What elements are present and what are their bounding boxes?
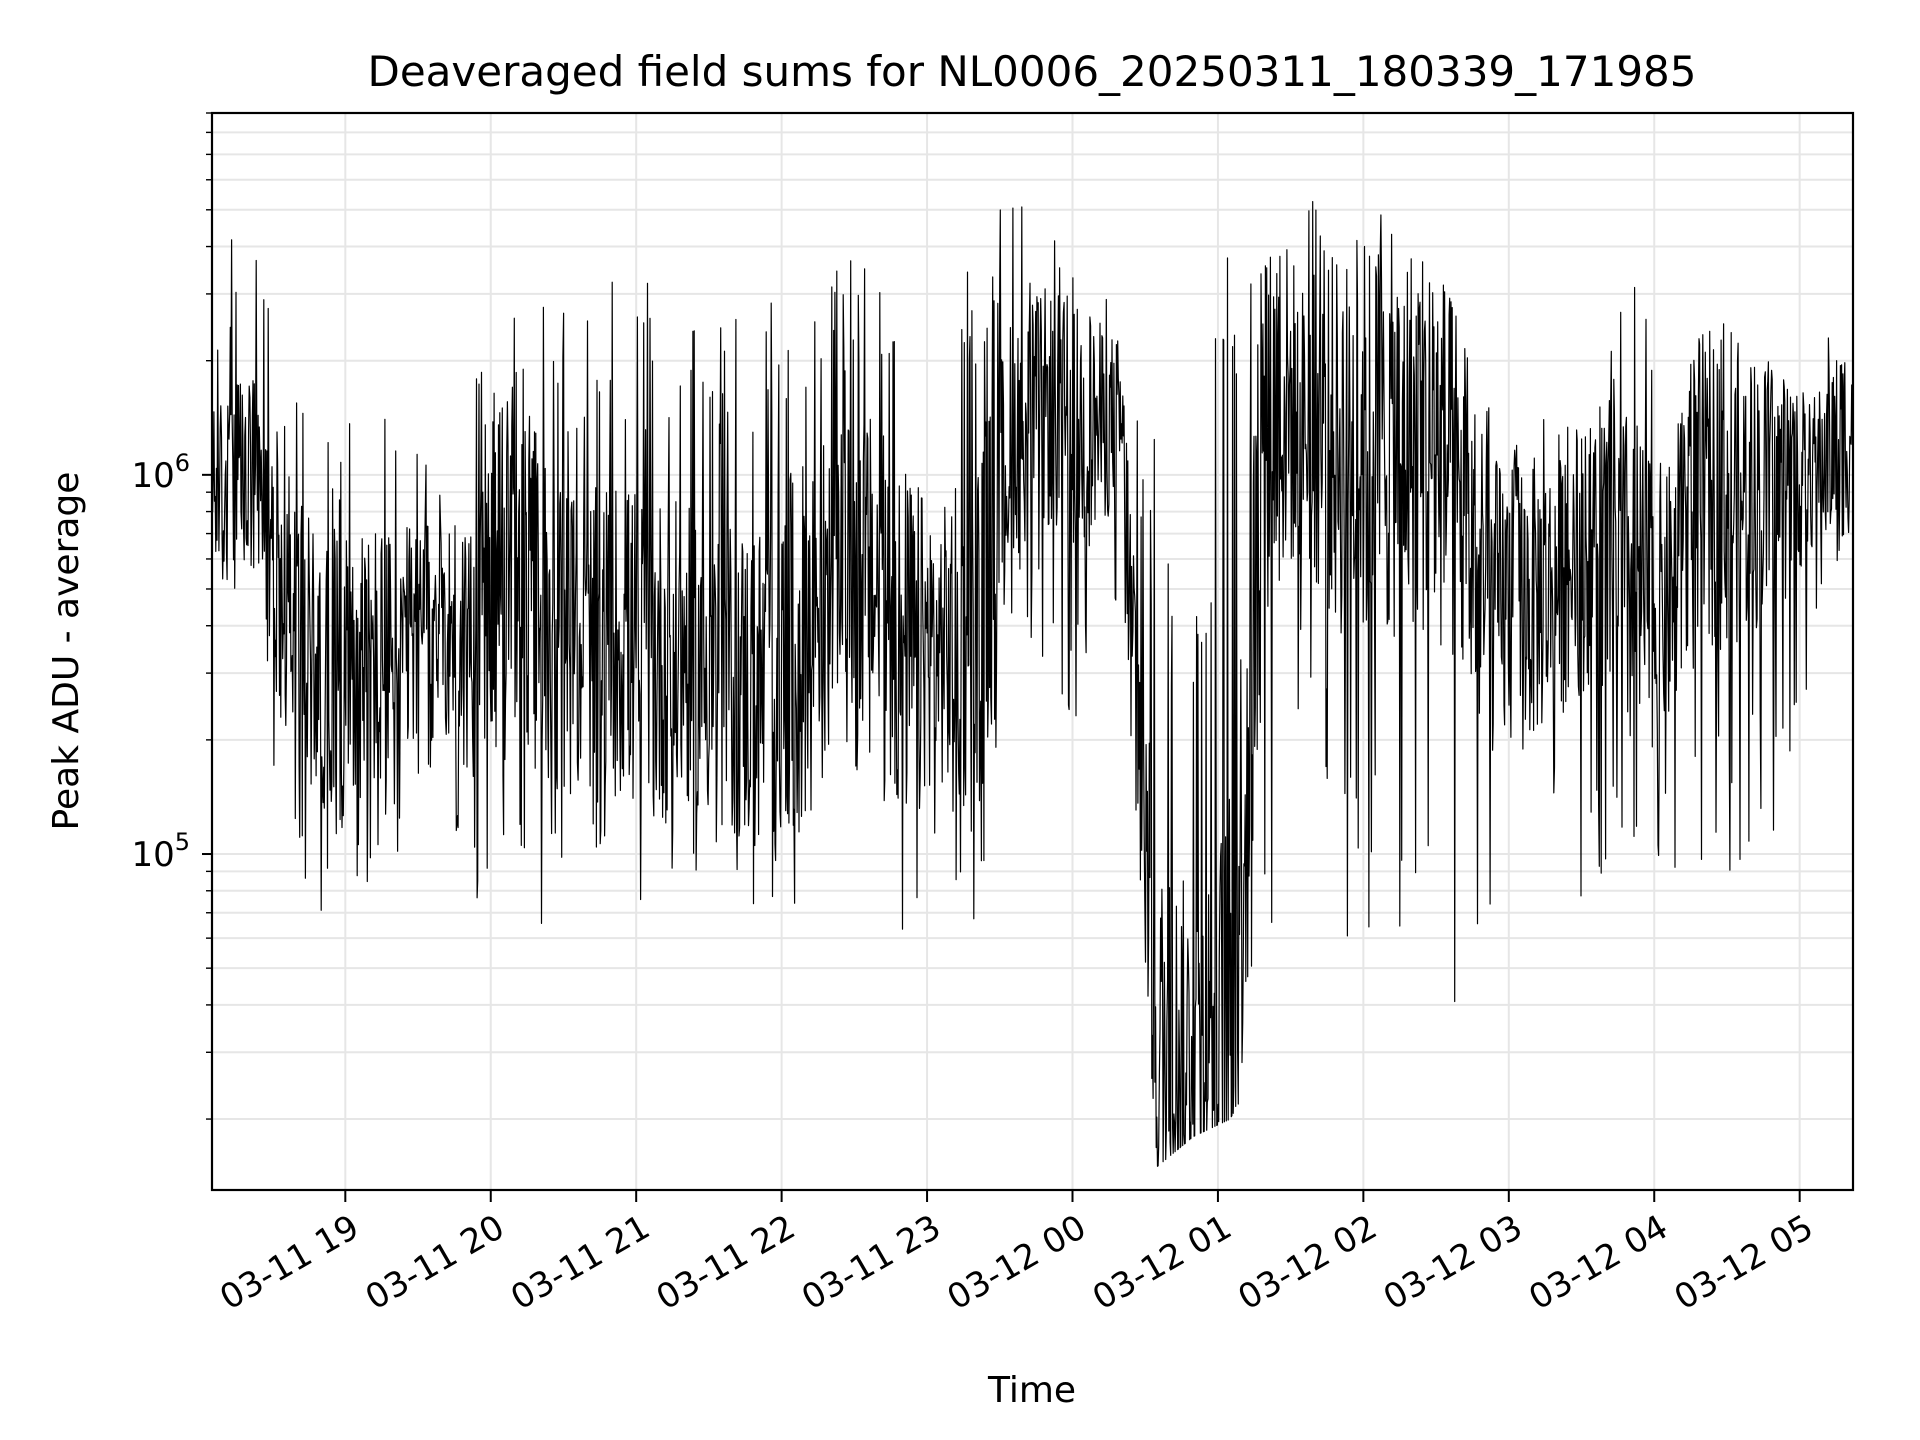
y-tick-label: 106 bbox=[131, 449, 190, 496]
y-tick-base: 10 bbox=[131, 835, 174, 875]
y-axis-label: Peak ADU - average bbox=[46, 472, 87, 831]
y-tick-label: 105 bbox=[131, 828, 190, 875]
x-axis-label: Time bbox=[987, 1370, 1076, 1411]
y-tick-base: 10 bbox=[131, 456, 174, 496]
series-line bbox=[212, 201, 1853, 1167]
chart-title: Deaveraged field sums for NL0006_2025031… bbox=[368, 47, 1697, 96]
plot-area-frame bbox=[210, 111, 1855, 1192]
y-tick-exponent: 5 bbox=[175, 828, 190, 856]
y-tick-exponent: 6 bbox=[175, 449, 190, 477]
